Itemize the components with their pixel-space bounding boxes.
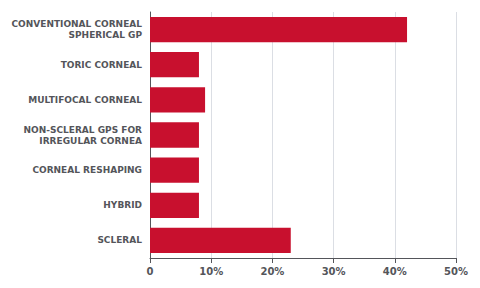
svg-text:SCLERAL: SCLERAL (97, 235, 142, 245)
svg-text:MULTIFOCAL CORNEAL: MULTIFOCAL CORNEAL (28, 95, 142, 105)
svg-text:0: 0 (147, 266, 154, 277)
svg-text:40%: 40% (383, 266, 407, 277)
svg-text:50%: 50% (444, 266, 468, 277)
svg-text:10%: 10% (199, 266, 223, 277)
svg-text:SPHERICAL GP: SPHERICAL GP (69, 30, 143, 40)
svg-text:TORIC CORNEAL: TORIC CORNEAL (61, 60, 143, 70)
svg-text:20%: 20% (260, 266, 284, 277)
svg-text:CORNEAL RESHAPING: CORNEAL RESHAPING (32, 165, 142, 175)
svg-text:NON-SCLERAL GPS FOR: NON-SCLERAL GPS FOR (23, 125, 142, 135)
svg-text:IRREGULAR CORNEA: IRREGULAR CORNEA (39, 136, 142, 146)
svg-text:CONVENTIONAL CORNEAL: CONVENTIONAL CORNEAL (11, 19, 142, 29)
svg-text:HYBRID: HYBRID (103, 200, 142, 210)
svg-text:30%: 30% (322, 266, 346, 277)
